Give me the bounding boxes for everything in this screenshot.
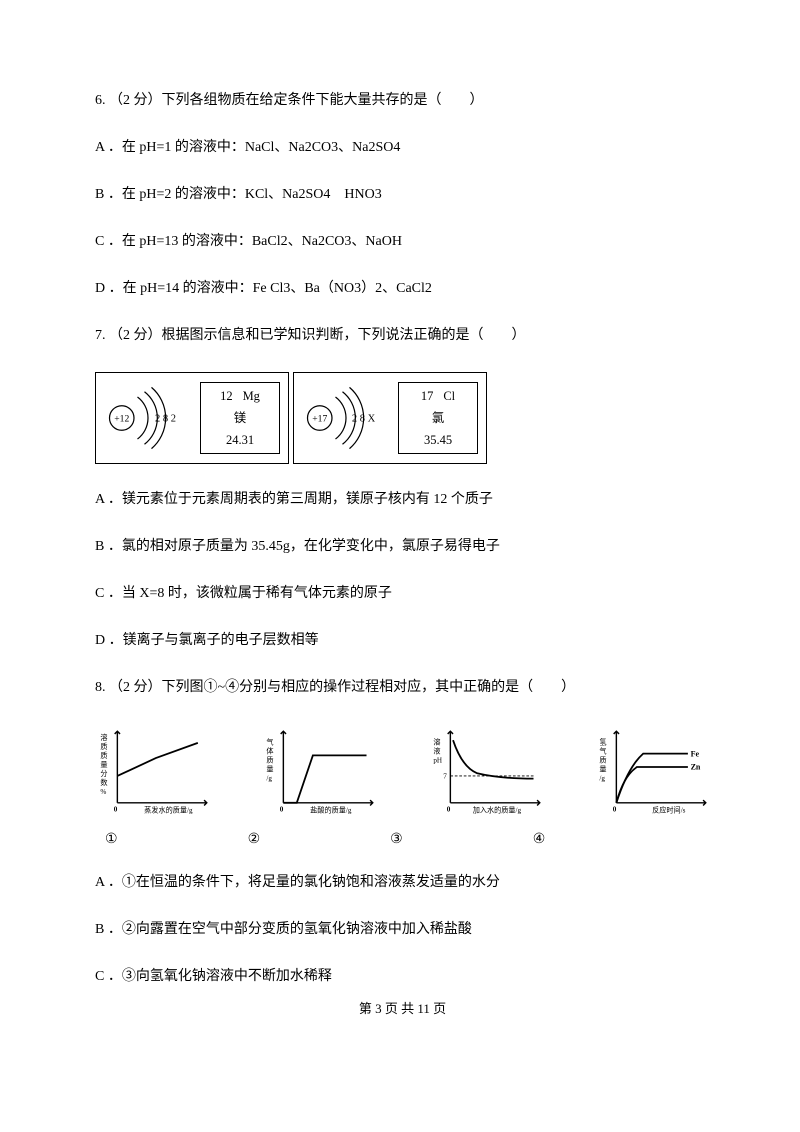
mg-shells: 2 8 2: [155, 414, 176, 425]
svg-text:质: 质: [100, 751, 107, 760]
q7-option-a: A ．镁元素位于元素周期表的第三周期，镁原子核内有 12 个质子: [95, 489, 710, 510]
mg-number: 12: [220, 387, 233, 406]
svg-text:/g: /g: [599, 774, 605, 782]
svg-text:0: 0: [613, 806, 617, 814]
q7-option-c: C ．当 X=8 时，该微粒属于稀有气体元素的原子: [95, 583, 710, 604]
page-footer: 第 3 页 共 11 页: [95, 999, 710, 1019]
q6-stem: 6. （2 分）下列各组物质在给定条件下能大量共存的是（ ）: [95, 90, 710, 111]
svg-text:0: 0: [114, 806, 118, 814]
q8-option-a: A ．①在恒温的条件下，将足量的氯化钠饱和溶液蒸发适量的水分: [95, 872, 710, 893]
mg-element-card: 12 Mg 镁 24.31: [200, 382, 280, 454]
q8-option-c: C ．③向氢氧化钠溶液中不断加水稀释: [95, 966, 710, 987]
chart3-xlabel: 加入水的质量/g: [472, 806, 521, 815]
chart3-ytick: 7: [443, 773, 447, 781]
cl-shells: 2 8 X: [352, 414, 376, 425]
q7-stem: 7. （2 分）根据图示信息和已学知识判断，下列说法正确的是（ ）: [95, 325, 710, 346]
cl-atom-diagram: +17 2 8 X: [302, 383, 390, 453]
chart4-xlabel: 反应时间/s: [652, 806, 686, 815]
svg-text:/g: /g: [267, 774, 273, 782]
cl-nucleus: +17: [312, 414, 327, 425]
svg-text:质: 质: [599, 756, 606, 765]
chart1-ylabel: 溶: [100, 733, 107, 742]
q6-option-c: C ．在 pH=13 的溶液中：BaCl2、Na2CO3、NaOH: [95, 231, 710, 252]
q8-chart-1: 溶 质 质 量 分 数 % 0 蒸发水的质量/g: [95, 724, 211, 819]
q6-option-b: B ．在 pH=2 的溶液中：KCl、Na2SO4 HNO3: [95, 184, 710, 205]
svg-text:气: 气: [267, 738, 274, 747]
q7-option-d: D ．镁离子与氯离子的电子层数相等: [95, 630, 710, 651]
label-4: ④: [533, 829, 546, 850]
svg-text:分: 分: [100, 769, 107, 778]
svg-text:pH: pH: [433, 757, 442, 765]
chart4-series-fe: Fe: [690, 749, 699, 758]
q6-option-d: D ．在 pH=14 的溶液中：Fe Cl3、Ba（NO3）2、CaCl2: [95, 278, 710, 299]
svg-text:溶: 溶: [433, 738, 440, 747]
q7-figures: +12 2 8 2 12 Mg 镁 24.31 +17: [95, 372, 710, 464]
mg-atom-diagram: +12 2 8 2: [104, 383, 192, 453]
q8-chart-2: 气 体 质 量 /g 0 盐酸的质量/g: [261, 724, 377, 819]
label-3: ③: [390, 829, 403, 850]
label-1: ①: [105, 829, 118, 850]
chart4-series-zn: Zn: [690, 763, 700, 772]
q8-charts: 溶 质 质 量 分 数 % 0 蒸发水的质量/g 气 体 质 量 /g 0 盐酸…: [95, 724, 710, 819]
svg-text:氢: 氢: [599, 738, 606, 747]
q6-option-a: A ．在 pH=1 的溶液中：NaCl、Na2CO3、Na2SO4: [95, 137, 710, 158]
svg-text:气: 气: [599, 747, 606, 756]
svg-text:%: %: [100, 788, 106, 796]
q8-chart-3: 7 溶 液 pH 0 加入水的质量/g: [428, 724, 544, 819]
chart2-xlabel: 盐酸的质量/g: [310, 806, 352, 815]
q8-chart-labels: ① ② ③ ④: [95, 829, 710, 850]
cl-name: 氯: [432, 409, 445, 428]
cl-number: 17: [421, 387, 434, 406]
svg-text:量: 量: [100, 761, 107, 769]
mg-name: 镁: [234, 409, 247, 428]
q8-stem: 8. （2 分）下列图①~④分别与相应的操作过程相对应，其中正确的是（ ）: [95, 677, 710, 698]
cl-mass: 35.45: [424, 431, 452, 450]
svg-text:液: 液: [433, 747, 440, 756]
label-2: ②: [248, 829, 261, 850]
mg-symbol: Mg: [243, 387, 260, 406]
svg-text:0: 0: [280, 806, 284, 814]
svg-text:0: 0: [446, 806, 450, 814]
mg-mass: 24.31: [226, 431, 254, 450]
svg-text:质: 质: [100, 742, 107, 751]
cl-symbol: Cl: [443, 387, 455, 406]
mg-nucleus: +12: [114, 414, 129, 425]
q8-chart-4: Fe Zn 氢 气 质 量 /g 0 反应时间/s: [594, 724, 710, 819]
svg-text:数: 数: [100, 778, 107, 787]
svg-text:体: 体: [267, 747, 274, 756]
q7-mg-box: +12 2 8 2 12 Mg 镁 24.31: [95, 372, 289, 464]
chart1-xlabel: 蒸发水的质量/g: [144, 806, 193, 815]
cl-element-card: 17 Cl 氯 35.45: [398, 382, 478, 454]
q7-option-b: B ．氯的相对原子质量为 35.45g，在化学变化中，氯原子易得电子: [95, 536, 710, 557]
svg-text:量: 量: [267, 766, 274, 774]
q7-cl-box: +17 2 8 X 17 Cl 氯 35.45: [293, 372, 487, 464]
q8-option-b: B ．②向露置在空气中部分变质的氢氧化钠溶液中加入稀盐酸: [95, 919, 710, 940]
svg-text:质: 质: [267, 756, 274, 765]
svg-text:量: 量: [599, 766, 606, 774]
